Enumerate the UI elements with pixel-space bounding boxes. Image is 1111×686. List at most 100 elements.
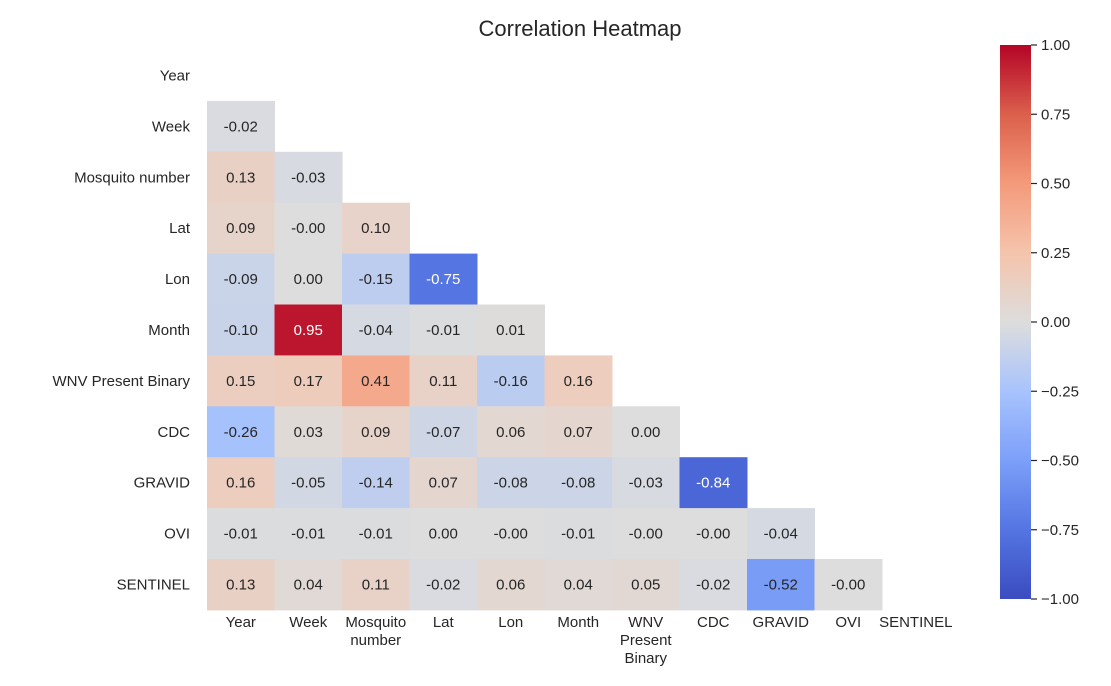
row-tick-label-cdc: CDC: [158, 424, 191, 441]
cell-value-label: 0.00: [631, 424, 660, 441]
colorbar: 1.00 0.75 0.50 0.25 0.00 −0.25 −0.50 −0.75 −1.00: [1000, 37, 1079, 608]
heatmap-cell-sentinel-cdc: [679, 559, 748, 611]
heatmap-cell-sentinel-ovi: [814, 559, 883, 611]
cell-value-label: 0.00: [294, 271, 323, 288]
heatmap-cell-lon-lat: [409, 253, 478, 305]
cell-value-label: 0.07: [564, 424, 593, 441]
chart-title: Correlation Heatmap: [479, 16, 682, 41]
heatmap-cell-month-year: [207, 304, 275, 356]
heatmap-cell-lon-year: [207, 253, 275, 305]
row-labels: Year Week Mosquito number Lat Lon Month WNV Pr…: [52, 67, 190, 593]
cell-value-label: 0.03: [294, 424, 323, 441]
cell-value-label: -0.07: [426, 424, 460, 441]
heatmap-cell-cdc-week: [274, 406, 343, 458]
colorbar-gradient: [1000, 45, 1031, 599]
cell-value-label: -0.02: [426, 576, 460, 593]
heatmap-cell-lon-mosquito-number: [342, 253, 410, 305]
column-tick-label-week: Week: [289, 614, 328, 631]
heatmap-cell-gravid-lon: [477, 457, 545, 509]
cell-value-label: 0.06: [496, 424, 525, 441]
heatmap-cell-sentinel-week: [274, 559, 343, 611]
column-tick-label-mosquito-number: Mosquito number: [345, 614, 406, 649]
row-tick-label-wnv-present-binary: WNV Present Binary: [52, 373, 190, 390]
cell-value-label: -0.00: [831, 576, 865, 593]
column-labels: Year Week Mosquito number Lat Lon Month WNV Pres…: [226, 614, 953, 667]
heatmap-cell-wnv-present-binary-mosquito-number: [342, 355, 410, 407]
heatmap-cell-gravid-month: [544, 457, 613, 509]
heatmap-cells: -0.02 0.13 -0.03 0.09 -0.00 0.10 -0.09 0.00 -0.1…: [207, 100, 883, 611]
cell-value-label: -0.84: [696, 475, 730, 492]
row-tick-label-lon: Lon: [165, 271, 190, 288]
cell-value-label: 0.13: [226, 576, 255, 593]
cell-value-label: -0.00: [629, 526, 663, 543]
heatmap-cell-lat-year: [207, 202, 275, 255]
heatmap-cell-week-year: [207, 100, 275, 153]
cell-value-label: -0.01: [224, 526, 258, 543]
cell-value-label: -0.01: [291, 526, 325, 543]
heatmap-cell-month-week: [274, 304, 343, 356]
heatmap-cell-lat-week: [274, 202, 343, 255]
colorbar-tick-label: 1.00: [1041, 37, 1070, 54]
cell-value-label: 0.04: [294, 576, 323, 593]
row-tick-label-month: Month: [148, 322, 190, 339]
row-tick-label-year: Year: [160, 67, 190, 84]
heatmap-cell-wnv-present-binary-year: [207, 355, 275, 407]
cell-value-label: -0.52: [764, 576, 798, 593]
column-tick-label-cdc: CDC: [697, 614, 730, 631]
heatmap-cell-gravid-cdc: [679, 457, 748, 509]
heatmap-cell-ovi-year: [207, 508, 275, 560]
heatmap-cell-gravid-week: [274, 457, 343, 509]
heatmap-cell-wnv-present-binary-month: [544, 355, 613, 407]
cell-value-label: -0.03: [629, 475, 663, 492]
cell-value-label: -0.05: [291, 475, 325, 492]
cell-value-label: 0.13: [226, 169, 255, 186]
cell-value-label: -0.16: [494, 373, 528, 390]
heatmap-cell-mosquito-number-week: [274, 151, 343, 204]
cell-value-label: -0.01: [561, 526, 595, 543]
cell-value-label: -0.02: [224, 118, 258, 135]
cell-value-label: -0.26: [224, 424, 258, 441]
column-tick-label-gravid: GRAVID: [753, 614, 810, 631]
cell-value-label: -0.14: [359, 475, 393, 492]
cell-value-label: 0.95: [294, 322, 323, 339]
cell-value-label: 0.07: [429, 475, 458, 492]
row-tick-label-ovi: OVI: [164, 526, 190, 543]
cell-value-label: -0.03: [291, 169, 325, 186]
row-tick-label-sentinel: SENTINEL: [117, 576, 190, 593]
column-tick-label-sentinel: SENTINEL: [879, 614, 952, 631]
heatmap-cell-gravid-year: [207, 457, 275, 509]
cell-value-label: 0.09: [361, 424, 390, 441]
column-tick-label-lon: Lon: [498, 614, 523, 631]
heatmap-cell-month-lat: [409, 304, 478, 356]
cell-value-label: 0.16: [564, 373, 593, 390]
heatmap-cell-sentinel-month: [544, 559, 613, 611]
cell-value-label: -0.15: [359, 271, 393, 288]
cell-value-label: -0.02: [696, 576, 730, 593]
heatmap-cell-month-mosquito-number: [342, 304, 410, 356]
heatmap-cell-month-lon: [477, 304, 545, 356]
cell-value-label: 0.00: [429, 526, 458, 543]
cell-value-label: -0.10: [224, 322, 258, 339]
cell-value-label: -0.08: [561, 475, 595, 492]
cell-value-label: -0.01: [426, 322, 460, 339]
heatmap-cell-sentinel-lat: [409, 559, 478, 611]
cell-value-label: 0.15: [226, 373, 255, 390]
heatmap-cell-ovi-cdc: [679, 508, 748, 560]
cell-value-label: -0.04: [359, 322, 393, 339]
cell-value-label: -0.00: [494, 526, 528, 543]
cell-value-label: 0.05: [631, 576, 660, 593]
column-tick-label-month: Month: [557, 614, 599, 631]
cell-value-label: 0.04: [564, 576, 593, 593]
heatmap-cell-cdc-lat: [409, 406, 478, 458]
row-tick-label-week: Week: [152, 118, 191, 135]
heatmap-cell-gravid-wnv-present-binary: [612, 457, 680, 509]
column-tick-label-year: Year: [226, 614, 256, 631]
cell-value-label: 0.01: [496, 322, 525, 339]
heatmap-cell-ovi-lat: [409, 508, 478, 560]
cell-value-label: -0.04: [764, 526, 798, 543]
cell-value-label: -0.75: [426, 271, 460, 288]
heatmap-cell-ovi-week: [274, 508, 343, 560]
cell-value-label: -0.08: [494, 475, 528, 492]
column-tick-label-ovi: OVI: [835, 614, 861, 631]
heatmap-cell-cdc-wnv-present-binary: [612, 406, 680, 458]
